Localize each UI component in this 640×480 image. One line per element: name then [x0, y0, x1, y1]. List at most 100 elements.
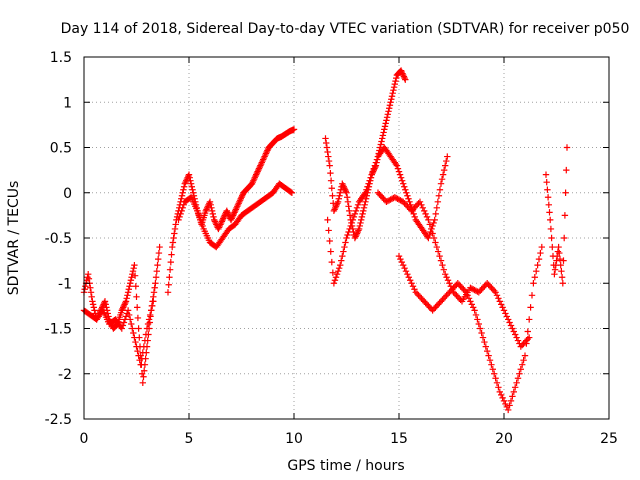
data-point: [84, 274, 91, 281]
data-point: [400, 261, 407, 269]
data-point: [400, 180, 407, 187]
series-segment-3c: [374, 189, 533, 350]
data-point: [451, 283, 459, 290]
data-point: [563, 144, 571, 151]
data-point: [549, 243, 556, 251]
data-point: [395, 252, 403, 260]
data-point: [557, 261, 564, 269]
data-point: [388, 195, 396, 202]
data-point: [220, 215, 227, 222]
data-point: [479, 334, 487, 341]
data-point: [423, 213, 431, 221]
data-point: [519, 361, 526, 368]
data-point: [524, 335, 531, 343]
data-point: [453, 292, 460, 299]
data-point: [405, 204, 412, 212]
data-point: [141, 367, 148, 374]
data-point: [255, 165, 263, 172]
data-point: [262, 151, 269, 159]
data-point: [374, 189, 382, 196]
data-point: [197, 216, 204, 224]
data-point: [137, 361, 144, 368]
data-point: [339, 182, 347, 189]
data-point: [460, 286, 467, 293]
data-point: [398, 177, 406, 184]
data-point: [458, 284, 466, 291]
data-point: [561, 212, 569, 219]
data-point: [338, 257, 345, 264]
data-point: [198, 219, 205, 227]
data-point: [512, 384, 519, 391]
data-point: [505, 406, 512, 414]
data-point: [428, 225, 435, 233]
data-point: [340, 248, 347, 255]
data-point: [444, 277, 452, 284]
data-point: [396, 171, 404, 178]
data-point: [134, 314, 142, 322]
data-point: [425, 234, 432, 242]
data-point: [496, 298, 503, 305]
data-point: [493, 379, 501, 386]
data-point: [344, 231, 351, 239]
data-point: [513, 379, 520, 386]
data-point: [495, 384, 502, 391]
data-point: [202, 207, 209, 215]
data-point: [562, 189, 569, 196]
data-point: [474, 316, 481, 323]
data-point: [398, 68, 405, 76]
data-point: [179, 204, 186, 212]
data-point: [486, 356, 494, 364]
data-point: [530, 280, 537, 287]
data-point: [454, 280, 461, 287]
data-point: [402, 76, 409, 83]
data-point: [531, 274, 538, 281]
data-point: [82, 283, 89, 290]
data-point: [151, 284, 158, 291]
data-point: [152, 280, 159, 287]
data-point: [422, 210, 429, 218]
data-point: [171, 230, 178, 237]
data-point: [349, 216, 356, 224]
data-point: [484, 280, 491, 287]
data-point: [478, 329, 485, 337]
data-point: [485, 281, 492, 288]
data-point: [156, 243, 163, 251]
data-point: [150, 289, 158, 296]
data-point: [468, 301, 475, 308]
data-point: [560, 257, 567, 264]
data-point: [354, 201, 362, 209]
data-point: [439, 171, 447, 178]
data-point: [457, 283, 464, 290]
data-point: [250, 177, 257, 184]
data-point: [456, 295, 463, 302]
data-point: [179, 189, 186, 196]
data-point: [334, 198, 342, 205]
data-point: [166, 274, 173, 281]
data-point: [129, 271, 136, 278]
data-point: [419, 296, 426, 304]
data-point: [329, 192, 336, 199]
data-point: [514, 337, 522, 344]
data-point: [335, 264, 343, 272]
data-point: [353, 231, 360, 239]
y-tick-label: -1: [58, 276, 72, 292]
data-point: [510, 328, 517, 335]
data-point: [182, 178, 189, 186]
data-point: [87, 289, 95, 296]
data-point: [119, 322, 127, 329]
data-point: [475, 320, 482, 328]
data-point: [394, 195, 401, 202]
data-point: [437, 257, 445, 264]
data-point: [339, 180, 346, 187]
data-point: [248, 180, 256, 187]
data-point: [89, 298, 96, 305]
data-point: [344, 194, 351, 201]
data-point: [443, 292, 450, 299]
data-point: [257, 162, 264, 169]
data-point: [439, 296, 446, 304]
data-point: [378, 138, 385, 145]
data-point: [334, 267, 342, 275]
data-point: [142, 331, 150, 338]
data-point: [385, 108, 392, 115]
data-point: [155, 255, 162, 263]
